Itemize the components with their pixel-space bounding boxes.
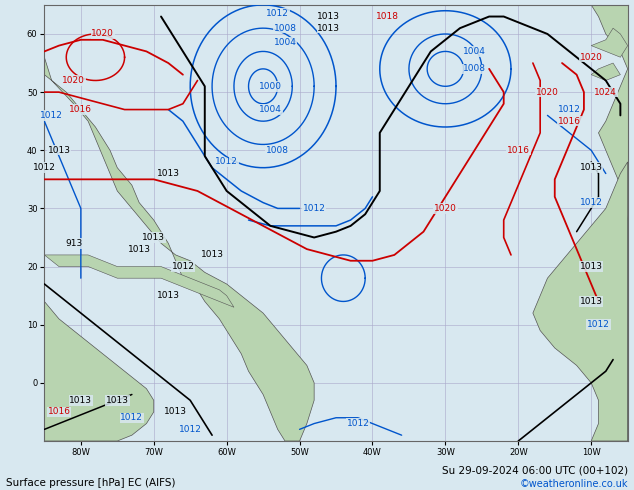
Text: 913: 913 <box>65 239 82 248</box>
Text: 1013: 1013 <box>106 396 129 405</box>
Text: 1013: 1013 <box>317 12 340 21</box>
Text: 1016: 1016 <box>48 407 70 416</box>
Text: Surface pressure [hPa] EC (AIFS): Surface pressure [hPa] EC (AIFS) <box>6 478 176 488</box>
Text: 1012: 1012 <box>179 425 202 434</box>
Text: 1012: 1012 <box>266 9 289 18</box>
Text: 1012: 1012 <box>215 157 238 167</box>
Text: 1008: 1008 <box>463 64 486 74</box>
Text: 1008: 1008 <box>266 146 289 155</box>
Text: 1016: 1016 <box>558 117 581 126</box>
Text: 1012: 1012 <box>558 105 581 114</box>
Text: 1013: 1013 <box>579 163 603 172</box>
Text: 1016: 1016 <box>69 105 93 114</box>
Text: 1020: 1020 <box>434 204 457 213</box>
Text: 1013: 1013 <box>157 291 180 300</box>
Polygon shape <box>44 255 234 307</box>
Polygon shape <box>591 63 620 80</box>
Text: 1013: 1013 <box>164 407 187 416</box>
Text: 1020: 1020 <box>536 88 559 97</box>
Text: 1012: 1012 <box>40 111 63 120</box>
Text: 1000: 1000 <box>259 82 282 91</box>
Text: 1013: 1013 <box>157 169 180 178</box>
Text: 1013: 1013 <box>48 146 70 155</box>
Text: 1013: 1013 <box>127 245 151 254</box>
Text: 1012: 1012 <box>302 204 326 213</box>
Polygon shape <box>44 5 314 441</box>
Text: 1020: 1020 <box>91 29 114 39</box>
Text: 1012: 1012 <box>33 163 56 172</box>
Text: 1013: 1013 <box>200 250 224 259</box>
Text: 1018: 1018 <box>375 12 399 21</box>
Text: 1012: 1012 <box>120 413 143 422</box>
Polygon shape <box>591 5 634 441</box>
Text: 1004: 1004 <box>259 105 282 114</box>
Polygon shape <box>591 28 628 57</box>
Text: Su 29-09-2024 06:00 UTC (00+102): Su 29-09-2024 06:00 UTC (00+102) <box>441 466 628 475</box>
Text: 1012: 1012 <box>587 320 610 329</box>
Text: 1013: 1013 <box>69 396 93 405</box>
Text: 1024: 1024 <box>595 88 617 97</box>
Text: 1012: 1012 <box>171 262 195 271</box>
Text: 1020: 1020 <box>62 76 85 85</box>
Text: ©weatheronline.co.uk: ©weatheronline.co.uk <box>519 479 628 489</box>
Text: 1004: 1004 <box>273 38 297 47</box>
Text: 1008: 1008 <box>273 24 297 33</box>
Text: 1016: 1016 <box>507 146 530 155</box>
Text: 1012: 1012 <box>346 419 370 428</box>
Text: 1013: 1013 <box>579 297 603 306</box>
Text: 1012: 1012 <box>579 198 603 207</box>
Text: 1013: 1013 <box>142 233 165 242</box>
Text: 1013: 1013 <box>317 24 340 33</box>
Polygon shape <box>533 162 628 441</box>
Text: 1013: 1013 <box>579 262 603 271</box>
Text: 1004: 1004 <box>463 47 486 56</box>
Text: 1020: 1020 <box>579 53 603 62</box>
Polygon shape <box>44 301 153 441</box>
